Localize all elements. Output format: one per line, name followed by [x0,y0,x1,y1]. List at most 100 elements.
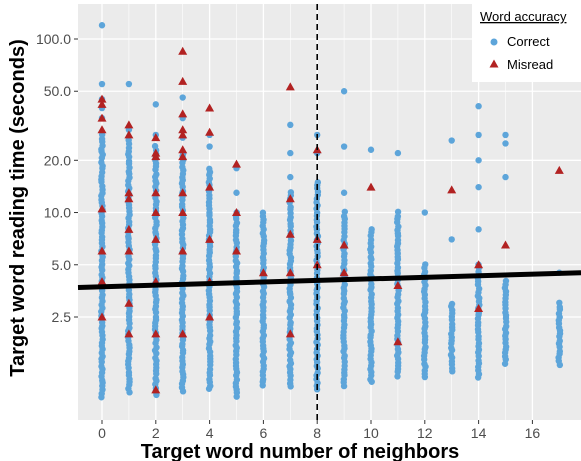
point-correct [179,258,186,265]
point-misread [124,246,134,255]
legend-misread-label: Misread [507,57,553,72]
point-correct [503,318,510,326]
point-correct [205,385,213,392]
point-misread [178,145,188,154]
y-tick-label: 2.5 [52,309,72,325]
point-misread [205,182,215,191]
point-correct [340,189,348,196]
point-misread [178,125,188,134]
point-correct [179,94,186,101]
point-misread [178,46,188,55]
point-misread [205,312,215,321]
point-misread [124,120,134,129]
legend-title: Word accuracy [480,9,567,24]
point-correct [179,388,187,395]
point-correct [233,189,240,196]
point-misread [124,188,134,197]
point-misread [178,188,188,197]
point-misread [232,208,241,217]
point-correct [98,22,106,29]
legend-correct-label: Correct [507,34,550,49]
point-misread [205,103,215,112]
point-misread [554,165,564,174]
x-tick-label: 6 [260,425,268,441]
point-misread [151,234,161,243]
point-misread [393,337,403,346]
point-misread [474,303,484,312]
point-correct [448,340,455,347]
point-correct [98,80,106,88]
point-misread [97,277,107,286]
point-misread [447,185,457,194]
point-misread [232,159,241,168]
fit-line [77,270,581,290]
legend: Word accuracy Correct Misread [472,4,581,82]
point-misread [205,127,215,136]
point-correct [475,131,482,139]
point-correct [368,378,375,385]
point-correct [448,137,455,144]
point-correct [475,183,482,191]
point-correct [394,373,401,380]
point-misread [178,246,188,255]
point-misread [393,280,403,289]
point-correct [206,143,213,150]
point-correct [556,343,563,351]
point-correct [502,140,509,147]
point-correct [421,373,429,381]
y-tick-label: 5.0 [52,257,72,273]
point-correct [448,236,455,243]
x-tick-label: 14 [471,425,487,441]
point-misread [501,240,510,249]
data-points [97,22,564,401]
y-tick-label: 100.0 [36,31,71,47]
point-correct [502,131,509,139]
point-correct [367,146,375,153]
point-misread [205,234,215,243]
point-correct [340,88,348,95]
point-misread [474,260,484,269]
point-misread [178,208,188,217]
point-correct [421,339,429,346]
point-correct [475,157,482,164]
point-correct [367,249,375,256]
point-misread [97,99,107,108]
point-correct [152,101,159,108]
point-correct [205,252,213,260]
point-misread [97,246,107,255]
point-correct [98,394,105,401]
point-misread [97,113,107,122]
point-misread [285,268,295,277]
point-misread [178,109,188,118]
point-misread [124,224,134,233]
point-correct [152,309,160,316]
point-correct [152,166,159,173]
point-correct [475,102,482,110]
point-misread [124,298,134,307]
point-misread [151,385,161,394]
point-correct [286,314,293,322]
point-misread [124,130,134,139]
x-tick-label: 16 [525,425,541,441]
point-correct [287,383,294,390]
point-misread [285,229,295,238]
point-correct [340,143,348,150]
point-correct [287,173,294,181]
point-misread [97,125,107,134]
point-correct [340,290,348,298]
point-correct [287,121,294,129]
point-misread [366,182,376,191]
point-correct [475,226,482,233]
point-correct [474,374,482,381]
point-correct [287,149,294,157]
point-misread [178,130,188,139]
point-correct [394,149,402,157]
point-misread [151,152,161,161]
y-axis-title: Target word reading time (seconds) [7,39,29,376]
point-correct [421,209,428,216]
point-correct [259,382,266,389]
point-correct [394,368,401,375]
point-correct [125,80,133,88]
x-tick-label: 4 [206,425,214,441]
point-correct [501,360,509,367]
